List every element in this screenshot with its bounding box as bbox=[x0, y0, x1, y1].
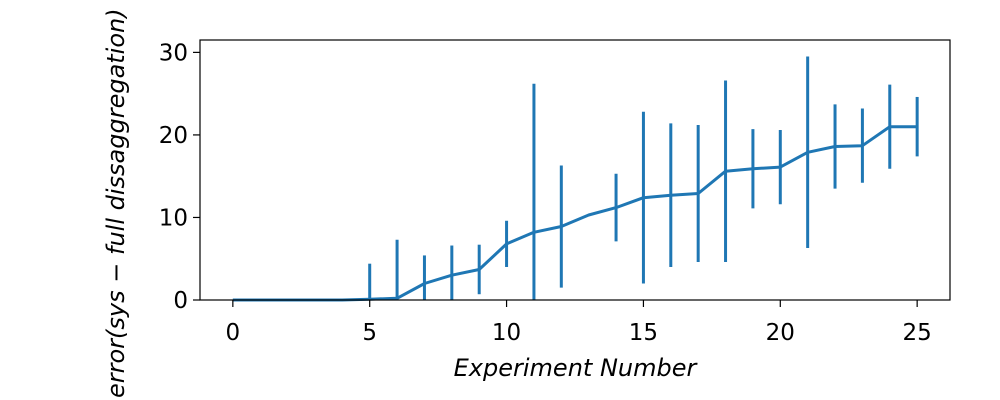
x-tick-label: 25 bbox=[903, 320, 932, 346]
x-tick-label: 5 bbox=[362, 320, 377, 346]
axis-layer: 0 5 10 15 20 25 0 10 20 30 bbox=[159, 40, 932, 346]
series-layer bbox=[232, 56, 919, 302]
plot-frame bbox=[199, 39, 951, 301]
y-tick-label: 0 bbox=[173, 288, 188, 314]
series-line bbox=[232, 125, 918, 302]
x-tick-label: 0 bbox=[226, 320, 241, 346]
y-tick-label: 30 bbox=[159, 40, 188, 66]
x-tick-label: 10 bbox=[492, 320, 521, 346]
x-tick-label: 20 bbox=[766, 320, 795, 346]
y-tick-label: 10 bbox=[159, 205, 188, 231]
y-axis-label: error(sys − full dissaggregation) bbox=[102, 8, 130, 398]
x-axis-label: Experiment Number bbox=[454, 354, 699, 382]
y-tick-label: 20 bbox=[159, 123, 188, 149]
x-tick-label: 15 bbox=[629, 320, 658, 346]
